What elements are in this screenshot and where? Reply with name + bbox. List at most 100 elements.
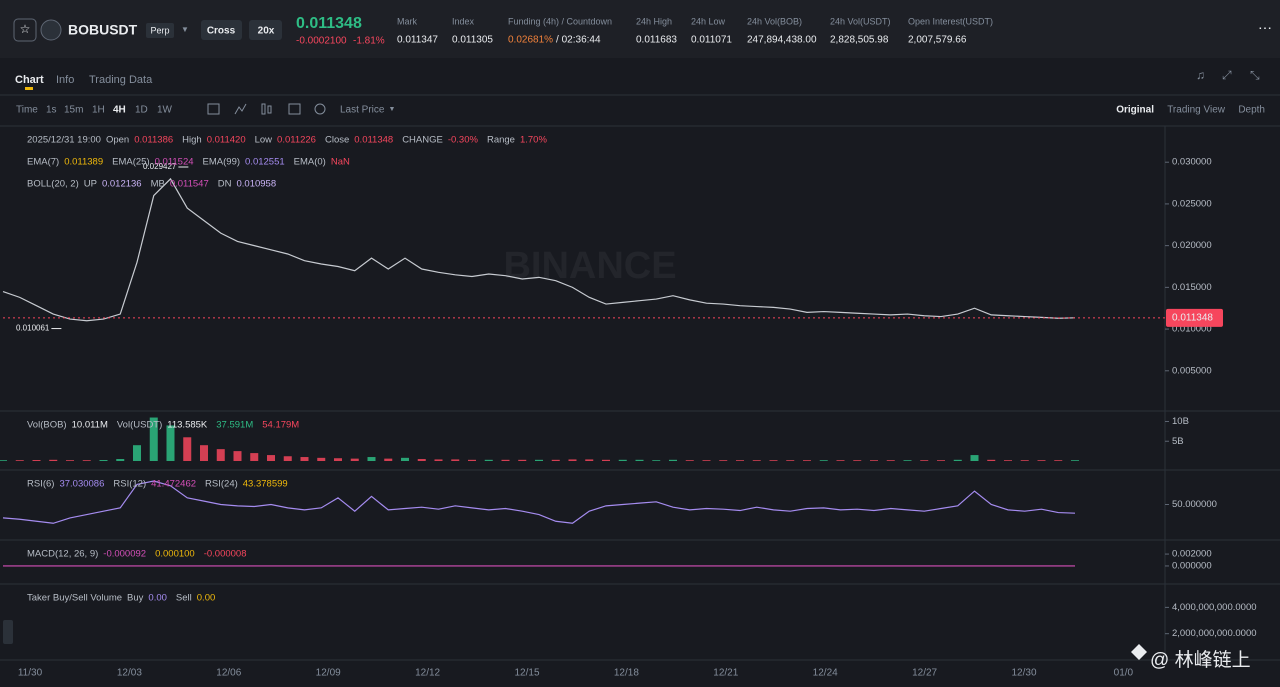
legend-value: 0.011389 xyxy=(64,157,103,168)
y-tick-label: 0.000000 xyxy=(1172,560,1212,571)
leverage-button[interactable] xyxy=(249,20,282,40)
dropdown-arrow[interactable]: ▼ xyxy=(388,106,395,113)
tab[interactable]: Info xyxy=(56,74,74,86)
volume-bar xyxy=(635,459,644,461)
stat-value: 2,007,579.66 xyxy=(908,35,967,46)
view-tab[interactable]: Depth xyxy=(1238,105,1265,116)
legend-label: RSI(12) xyxy=(113,479,146,490)
volume-bar xyxy=(769,460,778,461)
volume-bar xyxy=(434,459,443,461)
legend-label: EMA(0) xyxy=(294,157,326,168)
interval[interactable]: 1W xyxy=(157,105,173,116)
resize-icon[interactable]: ⤡ xyxy=(1250,68,1260,82)
volume-bar xyxy=(233,451,242,461)
calendar-icon[interactable] xyxy=(207,103,220,115)
x-tick-label: 12/15 xyxy=(514,668,539,679)
legend-label: Close xyxy=(325,135,349,146)
legend-value: 0.00 xyxy=(197,593,216,604)
volume-bar xyxy=(1054,460,1063,461)
symbol[interactable]: BOBUSDT xyxy=(68,22,138,38)
layout-icon[interactable] xyxy=(288,103,301,115)
price-type[interactable]: Last Price xyxy=(340,105,385,116)
stat-value: 0.011683 xyxy=(636,35,677,46)
x-tick-label: 12/21 xyxy=(713,668,738,679)
more-menu[interactable]: ⋯ xyxy=(1258,20,1272,36)
volume-bar xyxy=(32,460,41,461)
legend-label: EMA(25) xyxy=(112,157,149,168)
stat-label: 24h Low xyxy=(691,16,726,26)
volume-bar xyxy=(853,460,862,461)
volume-bar xyxy=(1004,460,1012,461)
tab[interactable]: Trading Data xyxy=(89,74,153,86)
price-line xyxy=(2,480,1076,524)
volume-bar xyxy=(1020,460,1029,461)
interval[interactable]: 4H xyxy=(113,105,126,116)
volume-bar xyxy=(216,449,225,461)
last-price: 0.011348 xyxy=(296,15,362,32)
interval[interactable]: 1s xyxy=(46,105,57,116)
stat-value: 2,828,505.98 xyxy=(830,35,889,46)
stat-label: 24h High xyxy=(636,16,672,26)
y-tick-label: 0.020000 xyxy=(1172,240,1212,251)
dropdown-arrow[interactable]: ▼ xyxy=(181,25,189,34)
x-tick-label: 12/06 xyxy=(216,668,241,679)
volume-bar xyxy=(166,425,175,461)
tab-active[interactable]: Chart xyxy=(15,74,44,86)
expand-icon[interactable]: ⤢ xyxy=(1221,68,1232,82)
candle-icon[interactable] xyxy=(267,105,272,114)
stat-label: Funding (4h) / Countdown xyxy=(508,16,612,26)
stat-value: / 02:36:44 xyxy=(556,35,601,46)
stat-value: 247,894,438.00 xyxy=(747,35,817,46)
y-tick-label: 0.030000 xyxy=(1172,157,1212,168)
interval[interactable]: 1D xyxy=(135,105,148,116)
candle-icon[interactable] xyxy=(261,103,266,115)
legend-value: 37.030086 xyxy=(59,479,104,490)
volume-bar xyxy=(401,457,409,461)
legend-value: 41.472462 xyxy=(151,479,196,490)
alert-icon[interactable]: ♫ xyxy=(1196,68,1205,82)
volume-bar xyxy=(836,460,845,461)
view-tab[interactable]: Original xyxy=(1116,105,1154,116)
x-tick-label: 11/30 xyxy=(18,668,43,679)
stat-value: 0.02681% xyxy=(508,35,553,46)
stat-label: Index xyxy=(452,16,475,26)
settings-icon[interactable] xyxy=(314,103,326,115)
volume-bar xyxy=(0,460,7,461)
y-tick-label: 0.002000 xyxy=(1172,549,1212,560)
y-tick-label: 0.010000 xyxy=(1172,324,1212,335)
view-tab[interactable]: Trading View xyxy=(1167,105,1226,116)
volume-bar xyxy=(1037,460,1046,461)
y-tick-label: 10B xyxy=(1172,416,1189,427)
volume-bar xyxy=(116,459,125,461)
favorite-button[interactable] xyxy=(13,18,37,42)
legend-value: 54.179M xyxy=(262,420,299,431)
interval[interactable]: Time xyxy=(16,105,38,116)
scroll-button[interactable] xyxy=(3,620,13,644)
x-tick-label: 12/18 xyxy=(614,668,639,679)
volume-bar xyxy=(970,455,979,461)
margin-mode-button[interactable] xyxy=(201,20,242,40)
legend-value: 0.011547 xyxy=(170,179,209,190)
volume-bar xyxy=(953,459,962,461)
volume-bar xyxy=(384,458,393,461)
volume-bar xyxy=(484,459,493,461)
volume-bar xyxy=(568,459,577,461)
legend-label: MACD(12, 26, 9) xyxy=(27,549,98,560)
header-bar xyxy=(0,0,1280,58)
legend-value: 43.378599 xyxy=(243,479,288,490)
legend-value: 0.011386 xyxy=(134,135,173,146)
volume-bar xyxy=(669,459,677,461)
volume-bar xyxy=(468,459,476,461)
volume-bar xyxy=(819,460,828,461)
volume-bar xyxy=(15,460,24,461)
legend-label: Sell xyxy=(176,593,192,604)
indicator-icon[interactable] xyxy=(234,103,247,115)
price-line xyxy=(2,177,1076,322)
interval[interactable]: 1H xyxy=(92,105,105,116)
volume-bar xyxy=(786,460,795,461)
legend-label: RSI(24) xyxy=(205,479,238,490)
volume-bar xyxy=(920,460,929,461)
volume-bar xyxy=(183,437,192,461)
interval[interactable]: 15m xyxy=(64,105,83,116)
stat-value: 0.011347 xyxy=(397,35,438,46)
